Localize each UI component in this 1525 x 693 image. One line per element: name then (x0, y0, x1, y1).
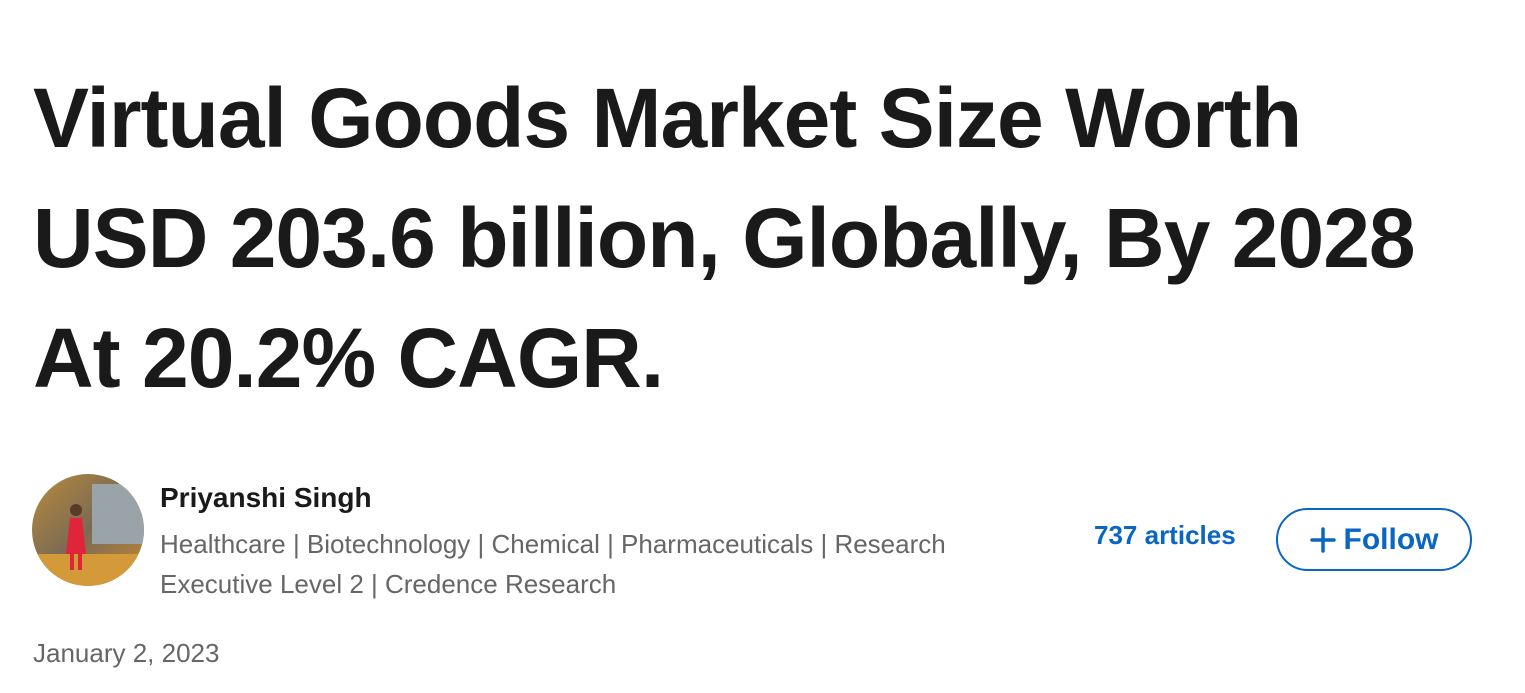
publish-date: January 2, 2023 (33, 638, 220, 668)
follow-button[interactable]: Follow (1276, 508, 1472, 571)
author-avatar[interactable] (32, 474, 144, 586)
article-title: Virtual Goods Market Size Worth USD 203.… (33, 71, 1416, 405)
article-count[interactable]: 737 articles (1094, 520, 1236, 550)
plus-icon (1309, 526, 1336, 553)
author-headline: Healthcare | Biotechnology | Chemical | … (160, 529, 946, 599)
author-name[interactable]: Priyanshi Singh (160, 482, 372, 513)
follow-label: Follow (1343, 522, 1439, 556)
